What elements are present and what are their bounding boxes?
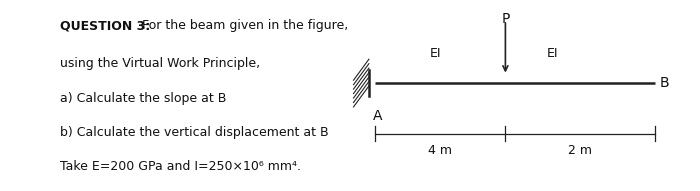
Text: B: B	[659, 76, 669, 90]
Text: using the Virtual Work Principle,: using the Virtual Work Principle,	[60, 57, 260, 70]
Text: 2 m: 2 m	[568, 144, 592, 157]
Text: a) Calculate the slope at B: a) Calculate the slope at B	[60, 92, 226, 105]
Text: QUESTION 3:: QUESTION 3:	[60, 19, 150, 32]
Text: A: A	[373, 109, 383, 123]
Text: 4 m: 4 m	[428, 144, 452, 157]
Text: EI: EI	[547, 47, 559, 60]
Text: Take E=200 GPa and I=250×10⁶ mm⁴.: Take E=200 GPa and I=250×10⁶ mm⁴.	[60, 160, 300, 173]
Text: P: P	[501, 12, 510, 26]
Text: For the beam given in the figure,: For the beam given in the figure,	[142, 19, 349, 32]
Text: EI: EI	[430, 47, 441, 60]
Text: b) Calculate the vertical displacement at B: b) Calculate the vertical displacement a…	[60, 126, 328, 139]
